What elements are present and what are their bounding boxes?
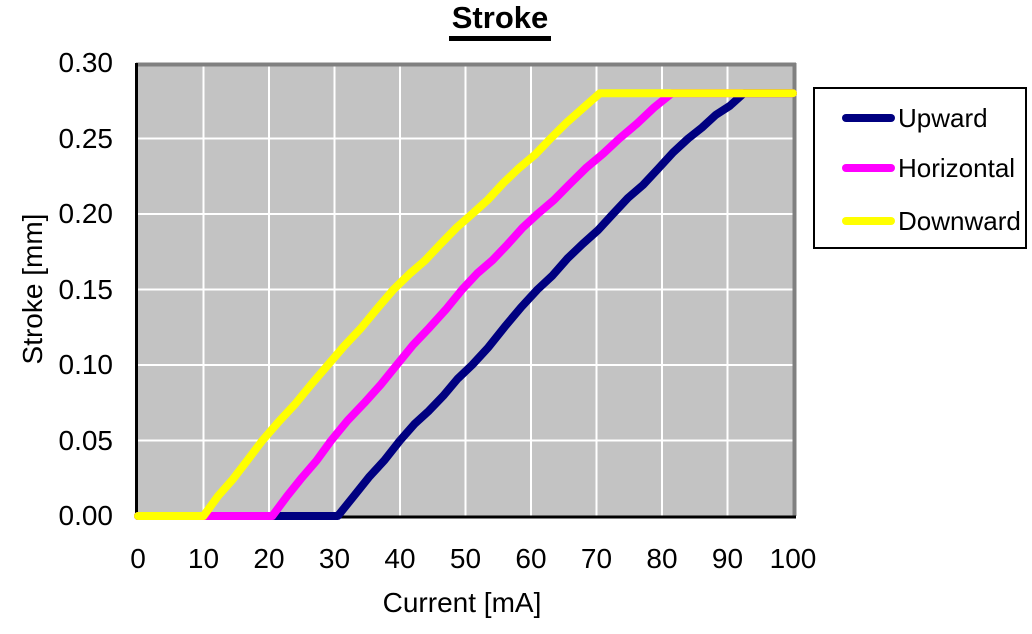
x-tick-label: 90 bbox=[711, 543, 744, 574]
legend-item-downward: Downward bbox=[815, 205, 1025, 237]
series-line-downward bbox=[134, 89, 797, 520]
x-axis-title: Current [mA] bbox=[382, 587, 542, 618]
x-tick-label: 50 bbox=[449, 543, 482, 574]
x-tick-label: 80 bbox=[646, 543, 678, 574]
chart-title: Stroke bbox=[448, 1, 552, 41]
legend-item-upward: Upward bbox=[815, 102, 1025, 134]
legend-line-swatch-downward bbox=[842, 217, 895, 225]
y-tick-label: 0.20 bbox=[58, 198, 114, 229]
y-tick-label: 0.10 bbox=[58, 349, 114, 380]
x-tick-label: 0 bbox=[130, 543, 146, 574]
y-axis-title: Stroke [mm] bbox=[17, 213, 48, 365]
legend-label: Upward bbox=[898, 103, 988, 133]
x-tick-label: 40 bbox=[384, 543, 416, 574]
legend-line-swatch-horizontal bbox=[842, 164, 895, 172]
x-tick-label: 30 bbox=[318, 543, 351, 574]
x-tick-label: 10 bbox=[187, 543, 220, 574]
y-tick-label: 0.30 bbox=[58, 47, 114, 78]
x-tick-label: 20 bbox=[253, 543, 285, 574]
y-tick-label: 0.25 bbox=[58, 122, 114, 154]
y-tick-label: 0.05 bbox=[58, 424, 114, 456]
chart-title-row: Stroke bbox=[0, 1, 1000, 41]
legend-box: Upward Horizontal Downward bbox=[813, 87, 1027, 249]
x-tick-label: 60 bbox=[515, 543, 547, 574]
x-tick-label: 70 bbox=[580, 543, 613, 574]
y-tick-label: 0.00 bbox=[58, 500, 114, 531]
legend-label: Horizontal bbox=[898, 153, 1016, 183]
legend-line-swatch-upward bbox=[842, 114, 895, 122]
legend-label: Downward bbox=[898, 206, 1021, 236]
legend-item-horizontal: Horizontal bbox=[815, 152, 1025, 184]
y-tick-label: 0.15 bbox=[58, 273, 114, 305]
x-tick-label: 100 bbox=[769, 543, 817, 574]
